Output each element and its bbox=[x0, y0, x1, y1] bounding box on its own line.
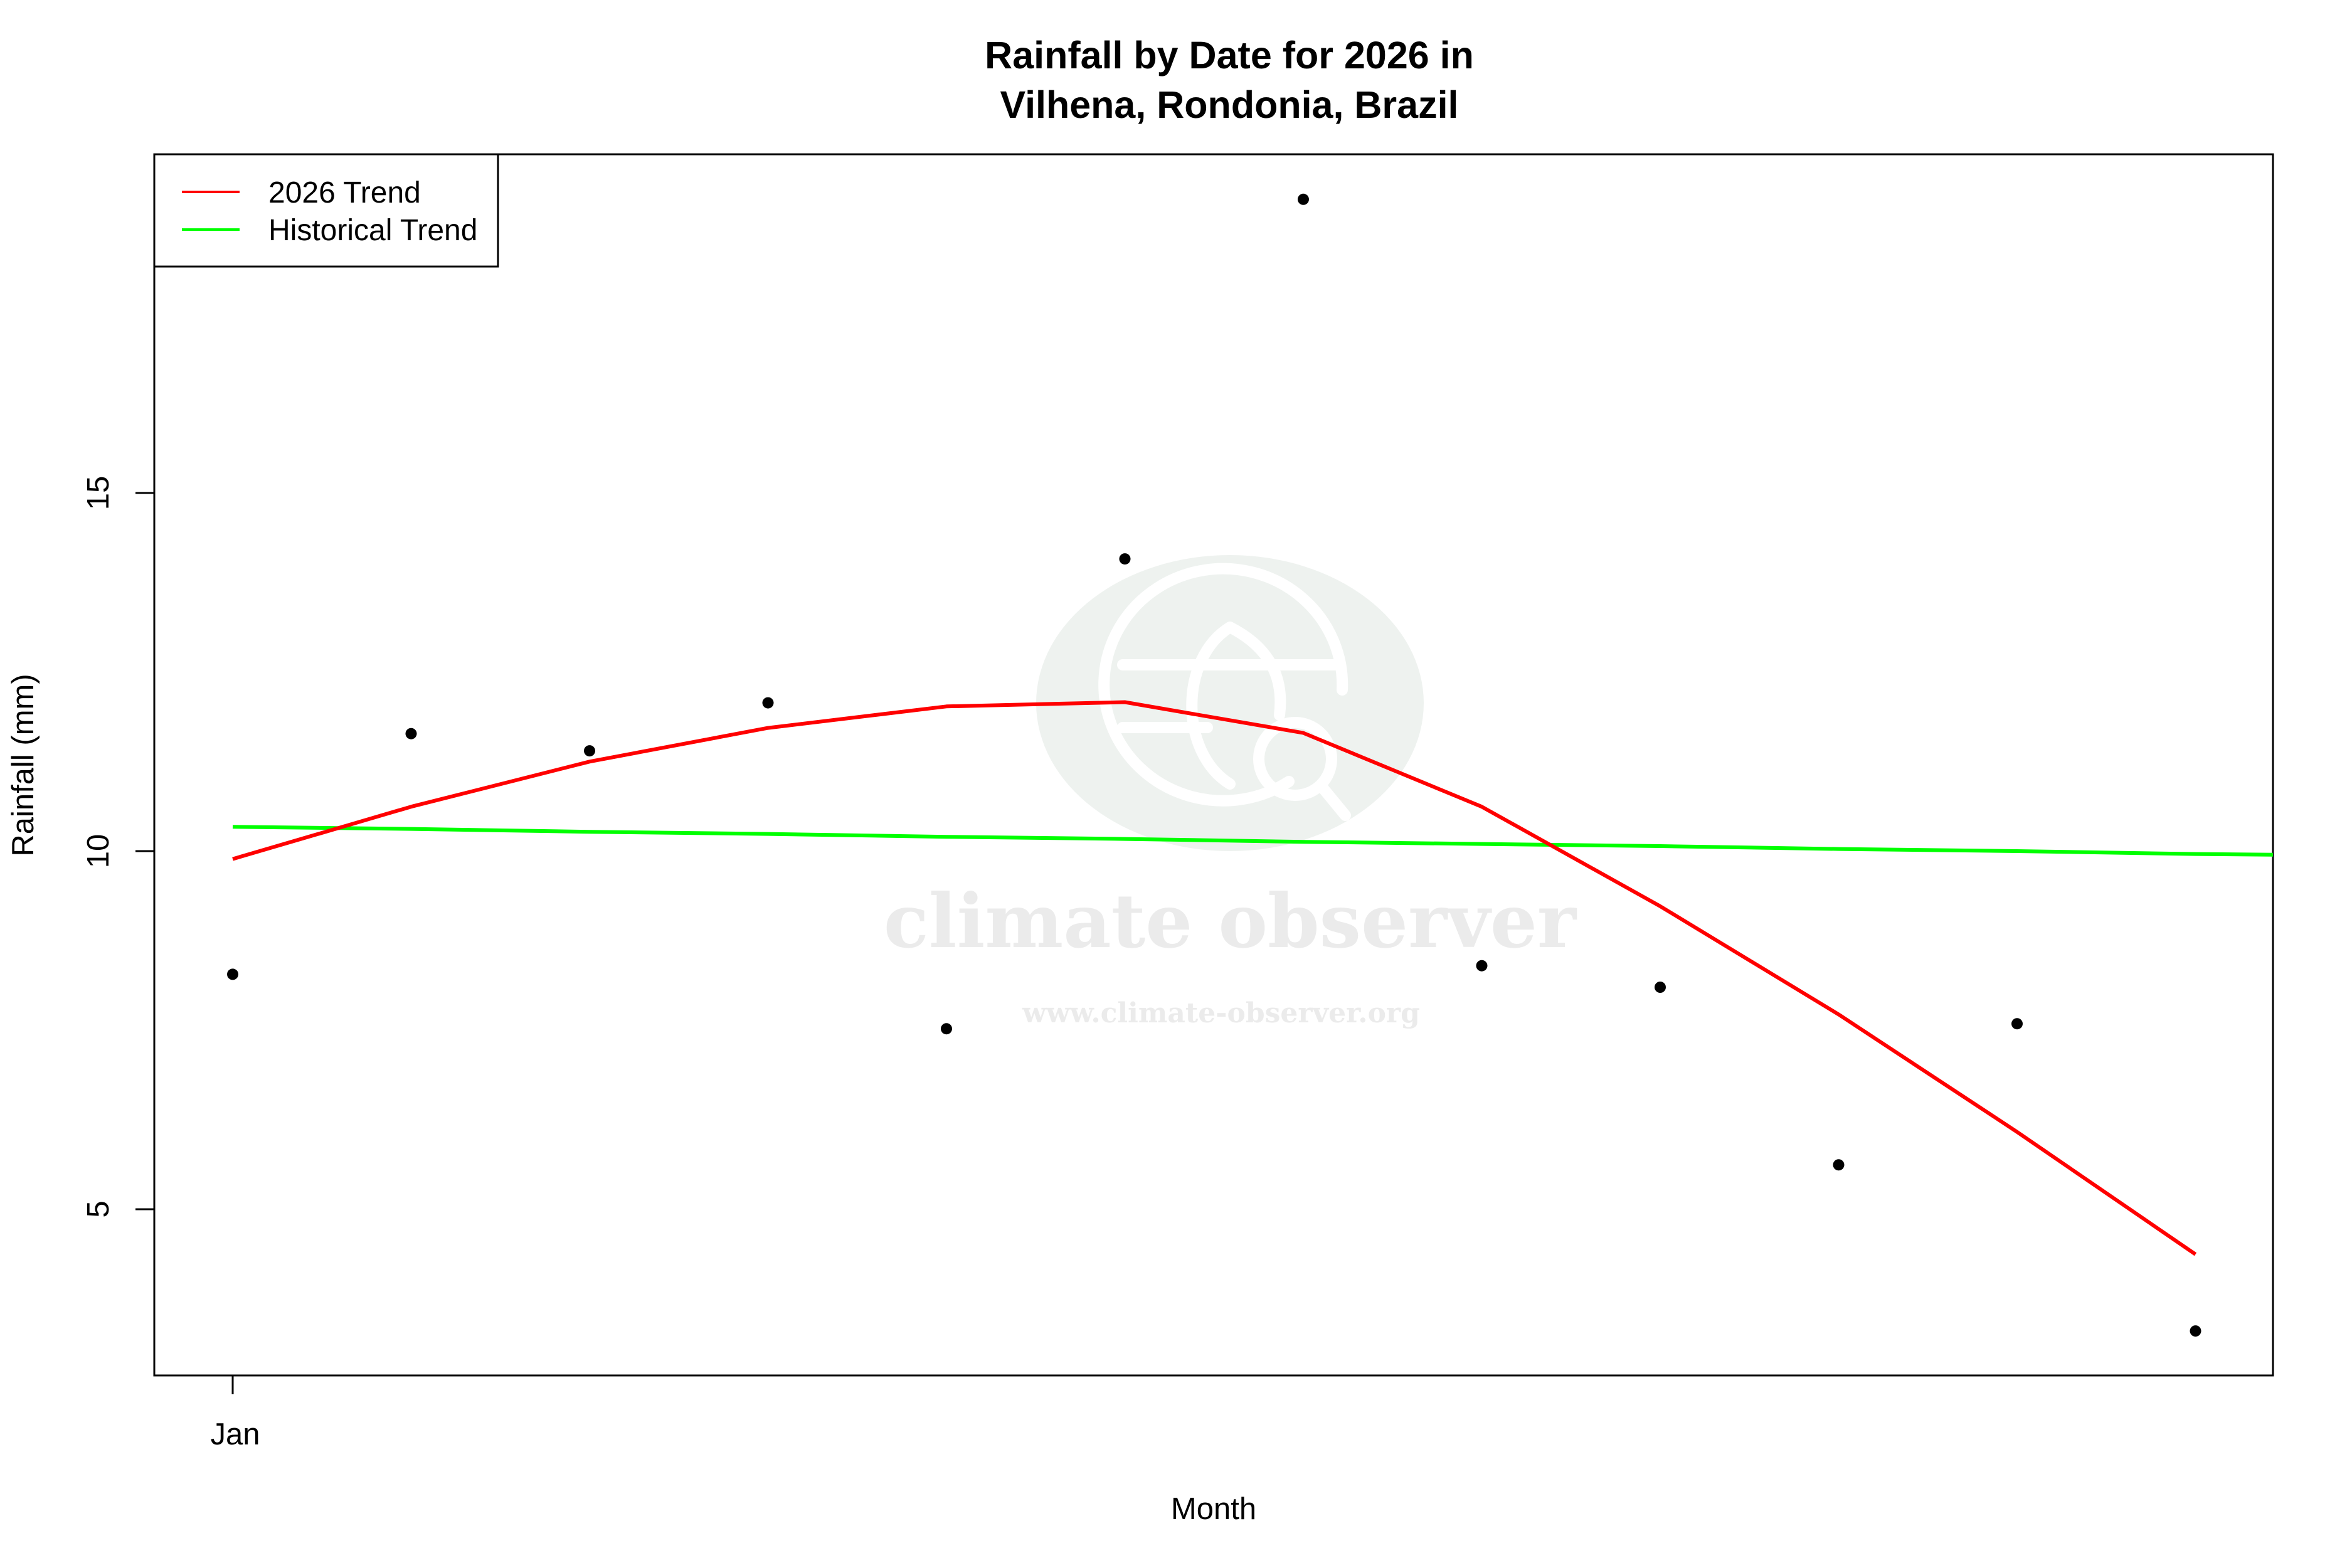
globe-search-icon bbox=[1098, 563, 1351, 821]
data-point-may bbox=[941, 1023, 952, 1035]
watermark-brand: climate observer bbox=[884, 877, 1577, 965]
data-point-aug bbox=[1476, 960, 1488, 972]
data-point-dec bbox=[2190, 1325, 2201, 1337]
legend-label-2026-trend: 2026 Trend bbox=[268, 176, 421, 209]
data-point-sep bbox=[1655, 982, 1666, 993]
watermark-url: www.climate-observer.org bbox=[1022, 997, 1420, 1029]
data-point-feb bbox=[405, 728, 417, 739]
observed-points bbox=[227, 193, 2201, 1337]
data-point-jun bbox=[1119, 553, 1131, 565]
watermark: climate observer www.climate-observer.or… bbox=[884, 555, 1577, 1029]
y-tick-label-10: 10 bbox=[82, 834, 115, 869]
x-axis-label: Month bbox=[1171, 1492, 1256, 1526]
data-point-jan bbox=[227, 968, 238, 980]
data-point-apr bbox=[762, 697, 774, 709]
legend-label-historical-trend: Historical Trend bbox=[268, 214, 477, 247]
y-tick-label-15: 15 bbox=[82, 476, 115, 511]
plot-area-border bbox=[153, 153, 2274, 1377]
data-point-mar bbox=[584, 745, 595, 757]
y-axis-label: Rainfall (mm) bbox=[6, 674, 40, 856]
legend: 2026 Trend Historical Trend bbox=[153, 153, 499, 268]
chart-title-line-2: Vilhena, Rondonia, Brazil bbox=[1000, 83, 1459, 126]
y-tick-label-5: 5 bbox=[82, 1200, 115, 1217]
historical-trend-line bbox=[232, 825, 2274, 857]
data-point-oct bbox=[1833, 1159, 1845, 1171]
data-point-jul bbox=[1298, 193, 1309, 205]
data-point-nov bbox=[2011, 1018, 2023, 1030]
chart-title-line-1: Rainfall by Date for 2026 in bbox=[985, 34, 1474, 77]
y-axis bbox=[135, 492, 154, 1210]
trend-2026-line bbox=[232, 700, 2197, 1256]
x-tick-label-jan: Jan bbox=[210, 1417, 260, 1451]
legend-box bbox=[153, 153, 499, 268]
